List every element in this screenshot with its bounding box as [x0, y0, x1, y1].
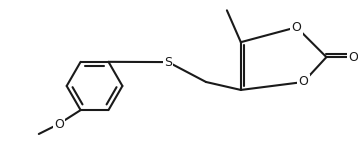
Text: O: O: [348, 51, 358, 64]
Text: S: S: [164, 56, 172, 69]
Text: O: O: [299, 76, 309, 88]
Text: O: O: [54, 118, 64, 131]
Text: O: O: [292, 21, 301, 34]
